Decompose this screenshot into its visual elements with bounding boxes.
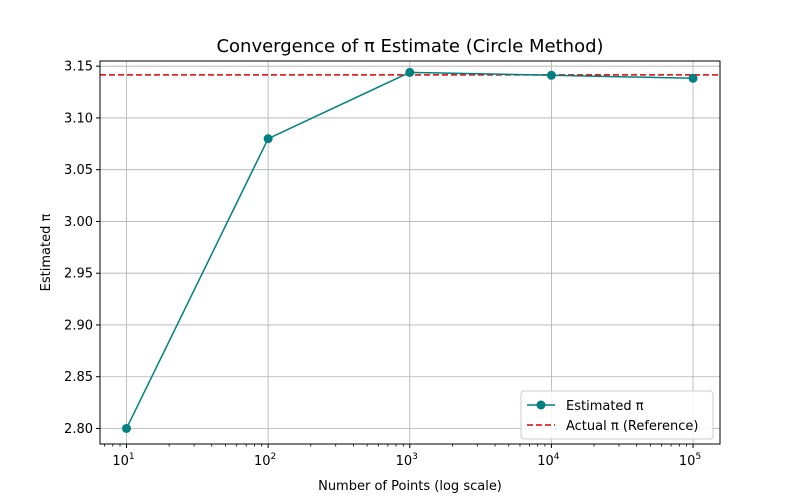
data-point: [546, 70, 556, 80]
series-layer: [121, 67, 698, 433]
legend-box: [520, 390, 714, 440]
y-tick-label: 3.15: [64, 60, 93, 75]
x-tick-label: 103: [396, 452, 418, 469]
y-axis-title: Estimated π: [39, 214, 54, 292]
data-point: [405, 67, 415, 77]
y-tick-label: 3.10: [64, 111, 93, 126]
y-tick-label: 2.90: [64, 318, 93, 333]
legend-reference-label: Actual π (Reference): [566, 419, 698, 434]
grid: [100, 61, 720, 444]
y-tick-label: 2.95: [64, 267, 93, 282]
x-tick-label: 104: [537, 452, 560, 469]
y-tick-label: 3.00: [64, 215, 93, 230]
y-tick-label: 2.85: [64, 370, 93, 385]
legend-series-marker: [536, 400, 546, 410]
data-point: [121, 423, 131, 433]
y-tick-label: 3.05: [64, 163, 93, 178]
y-axis: 2.80 2.85 2.90 2.95 3.00 3.05 3.10 3.15: [64, 60, 100, 437]
x-tick-label: 101: [112, 452, 134, 469]
legend-series-label: Estimated π: [566, 399, 644, 414]
chart-title: Convergence of π Estimate (Circle Method…: [216, 36, 603, 57]
x-tick-label: 102: [254, 452, 276, 469]
y-tick-label: 2.80: [64, 422, 93, 437]
x-axis: 101 102 103 104 105: [104, 444, 701, 469]
x-tick-label: 105: [679, 452, 701, 469]
data-point: [263, 134, 273, 144]
data-point: [688, 73, 698, 83]
legend: Estimated π Actual π (Reference): [520, 390, 714, 440]
x-axis-title: Number of Points (log scale): [318, 479, 502, 494]
